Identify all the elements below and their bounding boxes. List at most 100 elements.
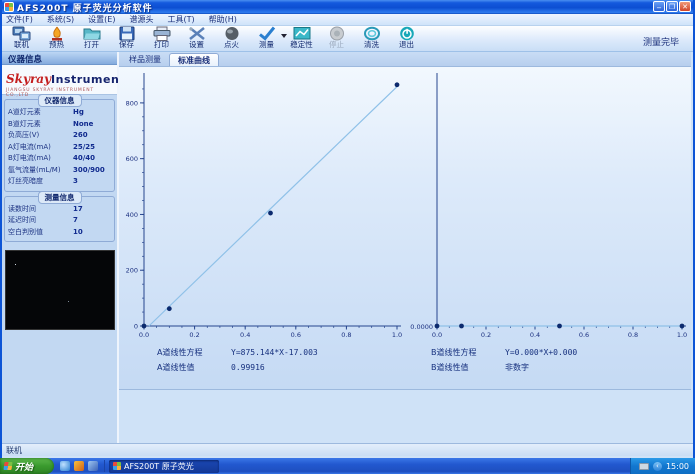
menu-help[interactable]: 帮助(H): [208, 15, 237, 24]
toolbar-button-preheat[interactable]: 预热: [39, 26, 74, 51]
toolbar-button-label: 联机: [14, 40, 29, 49]
camera-noise: [6, 251, 7, 252]
input-language-icon[interactable]: [638, 462, 649, 470]
toolbar-button-label: 稳定性: [290, 40, 313, 49]
svg-text:0.8: 0.8: [341, 331, 351, 339]
info-row: 氩气流量(mL/M) 300/900: [8, 165, 105, 174]
calibration-chart-panel: 0.0 0.2 0.4 0.6 0.8 1.0 0 200 400 600 800 0.0 0.2 0.4…: [119, 66, 691, 390]
svg-text:0.6: 0.6: [291, 331, 301, 339]
toolbar-button-label: 打印: [154, 40, 169, 49]
show-desktop-icon[interactable]: [88, 461, 98, 471]
a-equation-label: A道线性方程: [157, 348, 203, 357]
close-button[interactable]: [679, 1, 691, 12]
channel-a-fit-results: A道线性方程 Y=875.144*X-17.003 A道线性值 0.99916: [157, 345, 318, 375]
connect-icon: [12, 26, 32, 41]
clean-icon: [362, 26, 382, 41]
menu-system[interactable]: 系统(S): [46, 15, 75, 24]
quick-launch: [54, 460, 105, 472]
measure-dropdown-arrow-icon[interactable]: [281, 34, 287, 38]
info-row: A灯电流(mA) 25/25: [8, 142, 96, 151]
svg-text:600: 600: [126, 155, 138, 163]
toolbar-button-measure[interactable]: 测量: [249, 26, 287, 51]
toolbar-button-print[interactable]: 打印: [144, 26, 179, 51]
measure-info-group: 测量信息 读数时间 17 延迟时间 7 空白判别值 10: [4, 190, 115, 242]
menu-tools[interactable]: 工具(T): [167, 15, 195, 24]
start-label: 开始: [15, 462, 34, 473]
hide-icons-chevron-icon[interactable]: ‹: [652, 461, 662, 471]
measure-info-title: 测量信息: [37, 190, 82, 204]
info-row: 空白判别值 10: [8, 227, 83, 236]
toolbar-button-connect[interactable]: 联机: [4, 26, 39, 51]
menu-bar: 文件(F) 系统(S) 设置(E) 谱源头 工具(T) 帮助(H): [2, 14, 693, 26]
ignite-icon: [222, 26, 242, 41]
app-window: AFS200T 原子荧光分析软件 文件(F) 系统(S) 设置(E) 谱源头 工…: [0, 0, 695, 458]
calibration-charts: 0.0 0.2 0.4 0.6 0.8 1.0 0 200 400 600 800 0.0 0.2 0.4…: [126, 73, 687, 339]
channel-b-fit-results: B道线性方程 Y=0.000*X+0.000 B道线性值 非数字: [431, 345, 577, 375]
tab-sample-measure[interactable]: 样品测量: [129, 55, 161, 64]
svg-text:0: 0: [134, 323, 138, 331]
toolbar-button-label: 测量: [259, 40, 274, 49]
a-equation-value: Y=875.144*X-17.003: [231, 348, 318, 357]
toolbar-button-ignite[interactable]: 点火: [214, 26, 249, 51]
tab-strip: 样品测量 标准曲线: [119, 52, 691, 66]
status-bar: 联机: [2, 443, 693, 456]
menu-settings[interactable]: 设置(E): [88, 15, 116, 24]
svg-text:0.6: 0.6: [579, 331, 589, 339]
measure-icon: [257, 26, 277, 41]
minimize-button[interactable]: [653, 1, 665, 12]
internet-explorer-icon[interactable]: [60, 461, 70, 471]
b-equation-label: B道线性方程: [431, 348, 477, 357]
toolbar-button-label: 打开: [84, 40, 99, 49]
svg-text:0.4: 0.4: [240, 331, 250, 339]
stop-icon: [327, 26, 347, 41]
toolbar-button-label: 退出: [399, 40, 414, 49]
svg-text:0.2: 0.2: [189, 331, 199, 339]
toolbar-button-save[interactable]: 保存: [109, 26, 144, 51]
svg-text:0.4: 0.4: [530, 331, 540, 339]
svg-text:0.0000: 0.0000: [410, 323, 433, 331]
stability-icon: [292, 26, 312, 41]
menu-source[interactable]: 谱源头: [129, 15, 154, 24]
info-row: B道灯元素 None: [8, 119, 94, 128]
b-linearity-value: 非数字: [505, 363, 529, 372]
taskbar-clock: 15:00: [665, 461, 689, 471]
svg-text:0.2: 0.2: [481, 331, 491, 339]
maximize-button[interactable]: [666, 1, 678, 12]
exit-icon: [397, 26, 417, 41]
menu-file[interactable]: 文件(F): [6, 15, 33, 24]
toolbar-button-stability[interactable]: 稳定性: [284, 26, 319, 51]
toolbar-button-open[interactable]: 打开: [74, 26, 109, 51]
save-icon: [117, 26, 137, 41]
toolbar: 联机 预热 打开 保存 打印 设置 点火 测量 稳定性 停止 清洗 退出 测量完毕: [2, 26, 693, 52]
task-label: AFS200T 原子荧光: [124, 461, 194, 471]
info-row: 读数时间 17: [8, 204, 83, 213]
toolbar-button-clean[interactable]: 清洗: [354, 26, 389, 51]
start-button[interactable]: 开始: [0, 458, 54, 474]
svg-text:400: 400: [126, 211, 138, 219]
b-linearity-label: B道线性值: [431, 363, 469, 372]
sidebar: 仪器信息 SkyrayInstrument JIANGSU SKYRAY INS…: [2, 52, 125, 443]
info-row: 灯丝亮暗度 3: [8, 177, 78, 185]
security-center-icon[interactable]: [74, 461, 84, 471]
svg-text:0.8: 0.8: [628, 331, 638, 339]
preheat-icon: [47, 26, 67, 41]
main-area: 样品测量 标准曲线 0.0 0.2 0.4 0.6 0.8 1.0 0 200 400 600 80…: [119, 52, 691, 443]
taskbar-task-afs200t[interactable]: AFS200T 原子荧光: [109, 459, 219, 473]
print-icon: [152, 26, 172, 41]
instrument-info-group: 仪器信息 A道灯元素 Hg B道灯元素 None 负高压(V) 260 A灯电流(mA) 25…: [4, 94, 115, 192]
toolbar-button-settings[interactable]: 设置: [179, 26, 214, 51]
tab-calibration-curve[interactable]: 标准曲线: [169, 53, 219, 66]
detector-camera-view: [4, 250, 115, 330]
title-bar[interactable]: AFS200T 原子荧光分析软件: [2, 0, 693, 14]
system-tray: ‹ 15:00: [629, 458, 695, 474]
toolbar-button-label: 清洗: [364, 40, 379, 49]
svg-text:800: 800: [126, 99, 138, 107]
measurement-status-text: 测量完毕: [642, 38, 679, 48]
app-icon: [4, 2, 14, 12]
task-app-icon: [113, 462, 121, 470]
svg-text:1.0: 1.0: [392, 331, 402, 339]
toolbar-button-exit[interactable]: 退出: [389, 26, 424, 51]
svg-text:200: 200: [126, 267, 138, 275]
svg-text:0.0: 0.0: [432, 331, 442, 339]
